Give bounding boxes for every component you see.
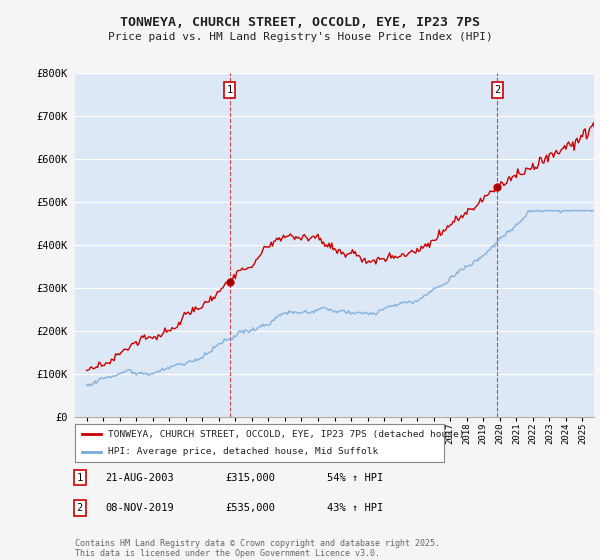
Text: Contains HM Land Registry data © Crown copyright and database right 2025.
This d: Contains HM Land Registry data © Crown c… <box>75 539 440 558</box>
Text: 54% ↑ HPI: 54% ↑ HPI <box>327 473 383 483</box>
Text: £535,000: £535,000 <box>225 503 275 513</box>
Text: TONWEYA, CHURCH STREET, OCCOLD, EYE, IP23 7PS: TONWEYA, CHURCH STREET, OCCOLD, EYE, IP2… <box>120 16 480 29</box>
Text: 43% ↑ HPI: 43% ↑ HPI <box>327 503 383 513</box>
Text: 21-AUG-2003: 21-AUG-2003 <box>105 473 174 483</box>
Text: Price paid vs. HM Land Registry's House Price Index (HPI): Price paid vs. HM Land Registry's House … <box>107 32 493 43</box>
Text: 08-NOV-2019: 08-NOV-2019 <box>105 503 174 513</box>
Text: HPI: Average price, detached house, Mid Suffolk: HPI: Average price, detached house, Mid … <box>108 447 379 456</box>
Text: 1: 1 <box>226 85 233 95</box>
Text: 2: 2 <box>77 503 83 513</box>
Text: £315,000: £315,000 <box>225 473 275 483</box>
Text: 1: 1 <box>77 473 83 483</box>
Text: 2: 2 <box>494 85 500 95</box>
Text: TONWEYA, CHURCH STREET, OCCOLD, EYE, IP23 7PS (detached house): TONWEYA, CHURCH STREET, OCCOLD, EYE, IP2… <box>108 430 465 438</box>
